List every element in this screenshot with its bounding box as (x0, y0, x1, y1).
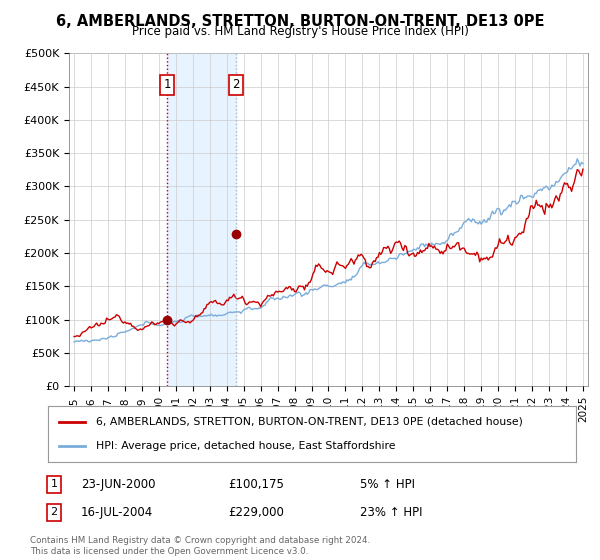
Text: Price paid vs. HM Land Registry's House Price Index (HPI): Price paid vs. HM Land Registry's House … (131, 25, 469, 38)
Text: 2: 2 (50, 507, 58, 517)
Text: 2: 2 (232, 78, 239, 91)
Text: 16-JUL-2004: 16-JUL-2004 (81, 506, 153, 519)
Text: 5% ↑ HPI: 5% ↑ HPI (360, 478, 415, 491)
Text: 1: 1 (163, 78, 171, 91)
Text: 23-JUN-2000: 23-JUN-2000 (81, 478, 155, 491)
Text: £100,175: £100,175 (228, 478, 284, 491)
Text: 6, AMBERLANDS, STRETTON, BURTON-ON-TRENT, DE13 0PE (detached house): 6, AMBERLANDS, STRETTON, BURTON-ON-TRENT… (95, 417, 523, 427)
Text: HPI: Average price, detached house, East Staffordshire: HPI: Average price, detached house, East… (95, 441, 395, 451)
Text: £229,000: £229,000 (228, 506, 284, 519)
Text: 1: 1 (50, 479, 58, 489)
Text: 23% ↑ HPI: 23% ↑ HPI (360, 506, 422, 519)
Text: 6, AMBERLANDS, STRETTON, BURTON-ON-TRENT, DE13 0PE: 6, AMBERLANDS, STRETTON, BURTON-ON-TRENT… (56, 14, 544, 29)
Bar (167, 53, 236, 386)
Text: Contains HM Land Registry data © Crown copyright and database right 2024.
This d: Contains HM Land Registry data © Crown c… (30, 536, 370, 556)
